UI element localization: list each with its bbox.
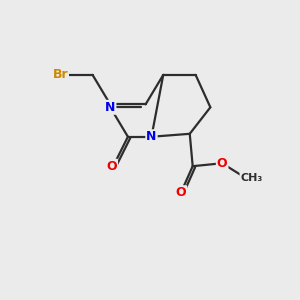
- Text: O: O: [176, 186, 186, 199]
- Text: N: N: [146, 130, 157, 143]
- Text: CH₃: CH₃: [241, 173, 263, 183]
- Text: O: O: [217, 157, 227, 170]
- Text: O: O: [106, 160, 117, 173]
- Text: Br: Br: [52, 68, 68, 81]
- Text: N: N: [105, 101, 116, 114]
